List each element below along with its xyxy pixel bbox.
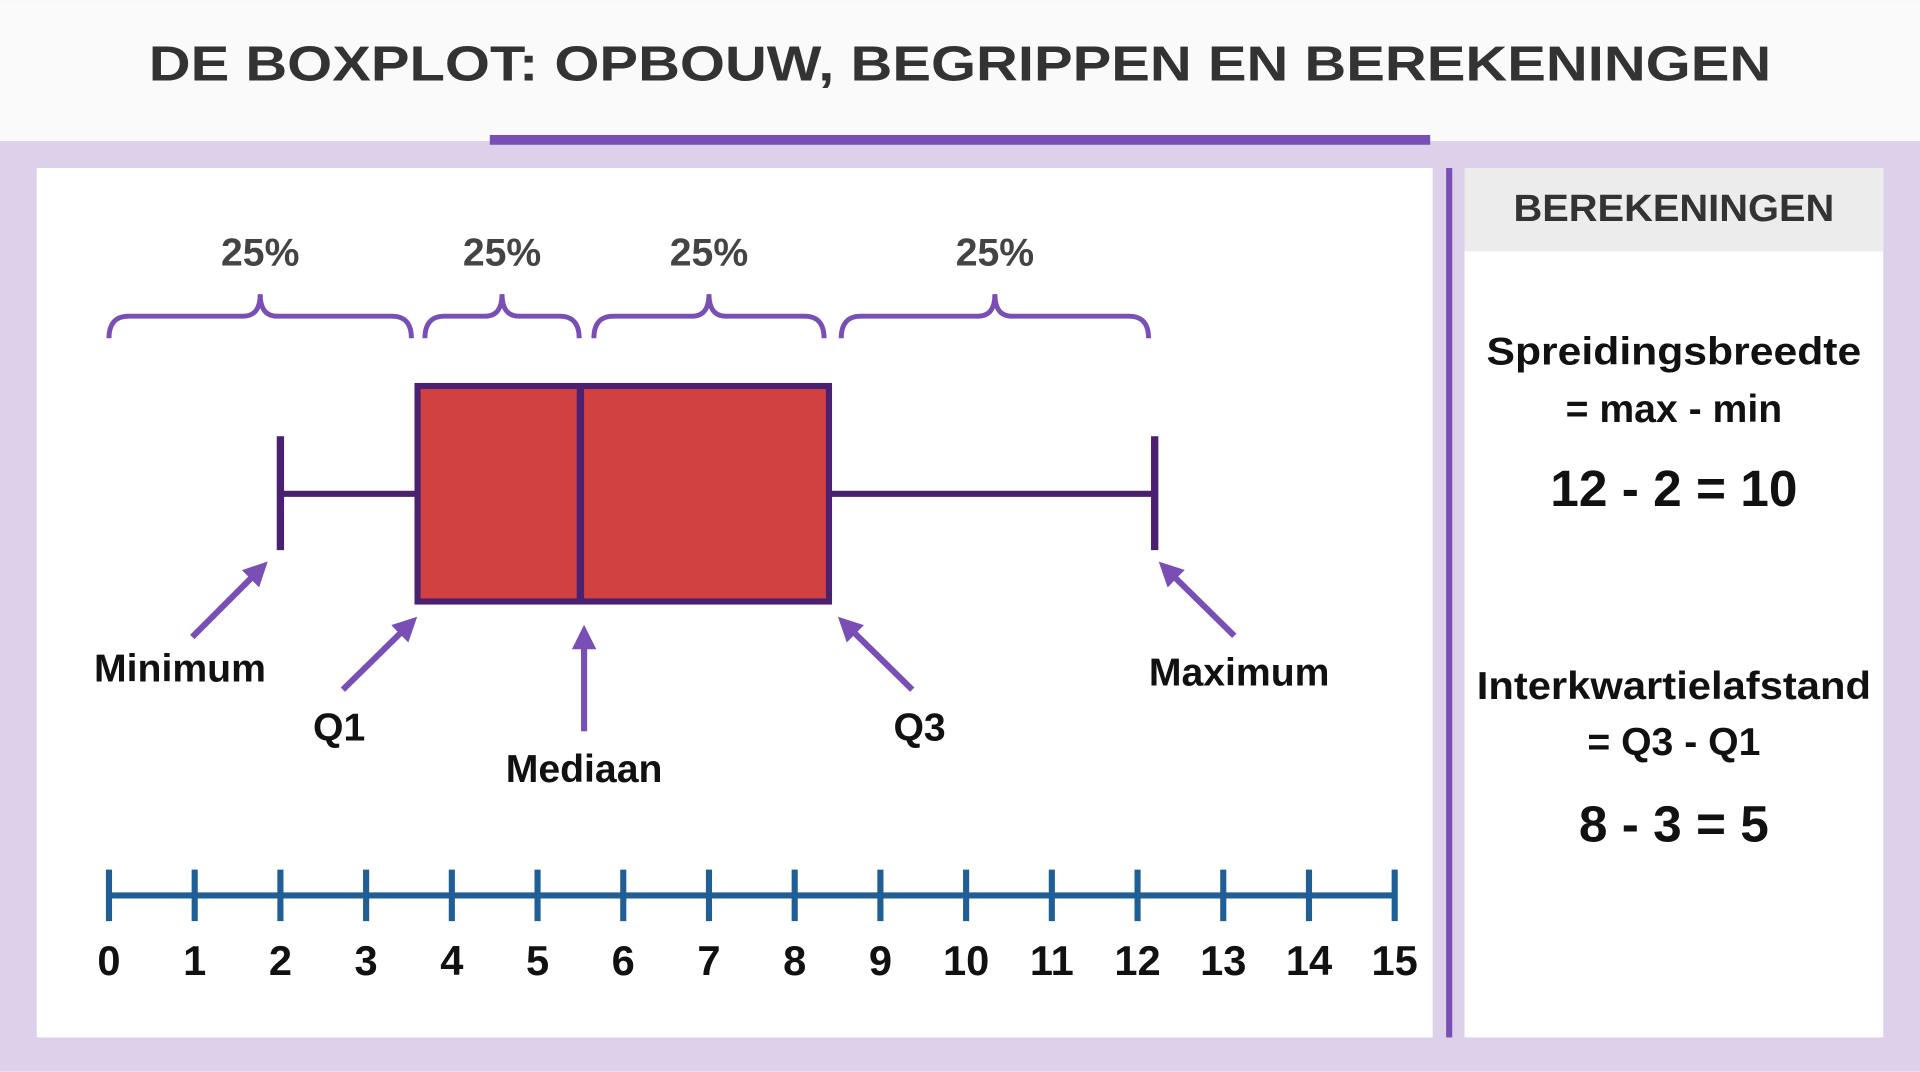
calculations: Spreidingsbreedte = max - min 12 - 2 = 10 I… xyxy=(1477,331,1871,853)
calc-result: 8 - 3 = 5 xyxy=(1579,795,1769,853)
brace xyxy=(838,294,1152,339)
box xyxy=(414,382,833,605)
x-tick-label: 0 xyxy=(97,937,120,984)
x-tick-label: 9 xyxy=(869,937,892,984)
annotation: Maximum xyxy=(1149,651,1330,694)
annotation: Mediaan xyxy=(506,748,663,791)
x-tick-label: 14 xyxy=(1286,937,1332,984)
calc-result: 12 - 2 = 10 xyxy=(1550,459,1797,517)
calc-panel xyxy=(1464,168,1884,1038)
share-label: 25% xyxy=(956,231,1034,274)
x-tick-label: 2 xyxy=(269,937,292,984)
annotation: Minimum xyxy=(94,648,266,691)
arrow xyxy=(1158,561,1237,638)
brace xyxy=(422,294,582,339)
x-tick-label: 10 xyxy=(943,937,989,984)
x-tick-label: 11 xyxy=(1030,937,1074,984)
x-tick-label: 12 xyxy=(1114,937,1160,984)
x-tick-label: 6 xyxy=(612,937,635,984)
arrow xyxy=(190,561,268,640)
x-tick-label: 8 xyxy=(783,937,806,984)
x-tick-label: 1 xyxy=(183,937,206,984)
brace xyxy=(591,294,827,339)
calc-formula: = Q3 - Q1 xyxy=(1587,721,1760,764)
x-tick-label: 7 xyxy=(697,937,720,984)
annotation: Q3 xyxy=(893,706,945,749)
x-tick-label: 3 xyxy=(355,937,378,984)
calc-name: Spreidingsbreedte xyxy=(1487,331,1862,374)
arrow xyxy=(340,616,418,692)
brace xyxy=(106,294,414,339)
calc-header xyxy=(1464,168,1884,252)
share-label: 25% xyxy=(463,231,541,274)
header-band xyxy=(0,0,1920,142)
x-tick-label: 5 xyxy=(526,937,549,984)
calc-name: Interkwartielafstand xyxy=(1477,665,1871,708)
calc-title: BEREKENINGEN xyxy=(1513,188,1834,230)
x-tick-label: 15 xyxy=(1372,937,1418,984)
title: DE BOXPLOT: OPBOUW, BEGRIPPEN EN BEREKEN… xyxy=(149,38,1771,92)
calc-formula: = max - min xyxy=(1566,388,1783,431)
share-label: 25% xyxy=(670,231,748,274)
x-tick-label: 13 xyxy=(1200,937,1246,984)
share-label: 25% xyxy=(221,231,299,274)
arrow xyxy=(837,616,915,692)
title-underline xyxy=(489,134,1431,145)
x-tick-label: 4 xyxy=(440,937,463,984)
divider xyxy=(1446,168,1453,1038)
annotation: Q1 xyxy=(313,706,365,749)
